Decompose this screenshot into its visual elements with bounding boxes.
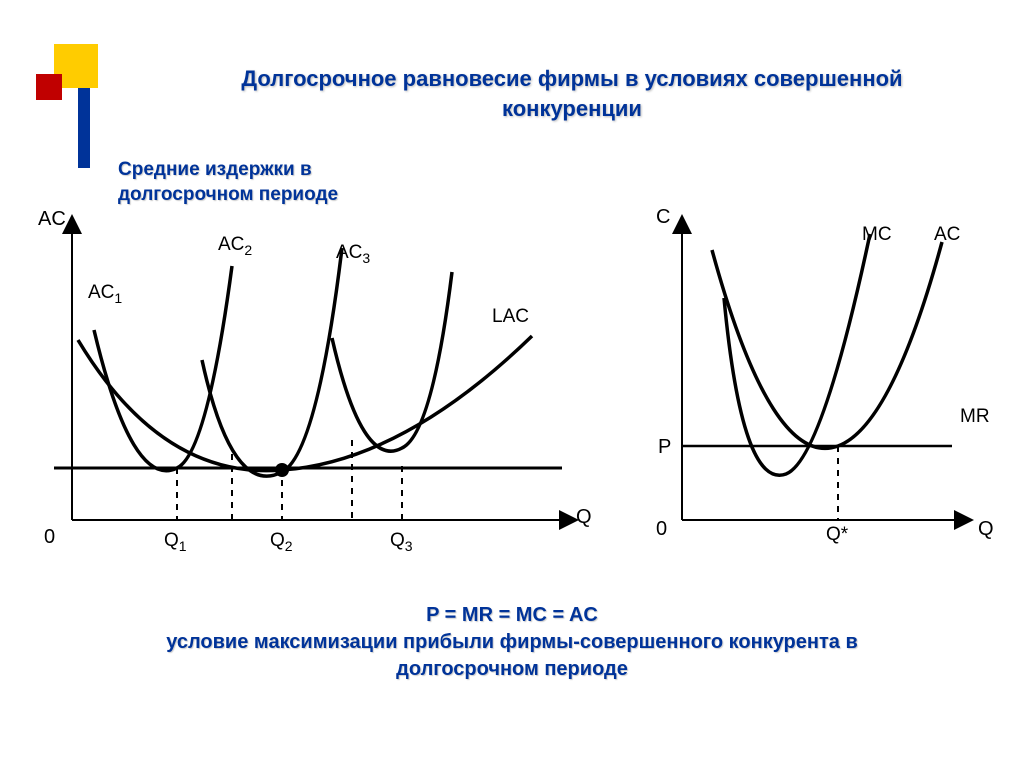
bottom-formula: P = MR = MC = AC (120, 602, 904, 629)
curve-label-ac: AC (934, 224, 960, 246)
curve-label-ac1: AC1 (88, 282, 122, 306)
bottom-description: условие максимизации прибыли фирмы-совер… (120, 629, 904, 683)
right-tick-qstar: Q* (826, 524, 848, 546)
right-origin-label: 0 (656, 518, 667, 541)
left-origin-label: 0 (44, 526, 55, 549)
slide-subtitle: Средние издержки в долгосрочном периоде (118, 158, 338, 207)
left-tick-q3: Q3 (390, 530, 413, 554)
left-x-axis-label: Q (576, 506, 592, 529)
slide-title: Долгосрочное равновесие фирмы в условиях… (200, 64, 944, 123)
label-mr: MR (960, 406, 990, 428)
left-chart-svg (32, 210, 592, 570)
subtitle-line1: Средние издержки в долгосрочном периоде (118, 159, 338, 205)
decor-red-square (36, 74, 62, 100)
left-y-axis-label: AC (38, 208, 66, 231)
right-y-axis-label: C (656, 206, 670, 229)
right-p-label: P (658, 436, 671, 459)
curve-label-ac3: AC3 (336, 242, 370, 266)
left-tick-q2: Q2 (270, 530, 293, 554)
curve-label-mc: MC (862, 224, 892, 246)
right-x-axis-label: Q (978, 518, 994, 541)
left-chart: AC Q 0 AC1 AC2 AC3 LAC Q1 Q2 Q3 (32, 210, 592, 570)
bottom-caption: P = MR = MC = AC условие максимизации пр… (120, 602, 904, 683)
left-tick-q1: Q1 (164, 530, 187, 554)
curve-label-lac: LAC (492, 306, 529, 328)
decor-blue-bar (78, 88, 90, 168)
right-chart-svg (642, 210, 1002, 570)
curve-label-ac2: AC2 (218, 234, 252, 258)
right-chart: C Q 0 P MC AC MR Q* (642, 210, 1002, 570)
